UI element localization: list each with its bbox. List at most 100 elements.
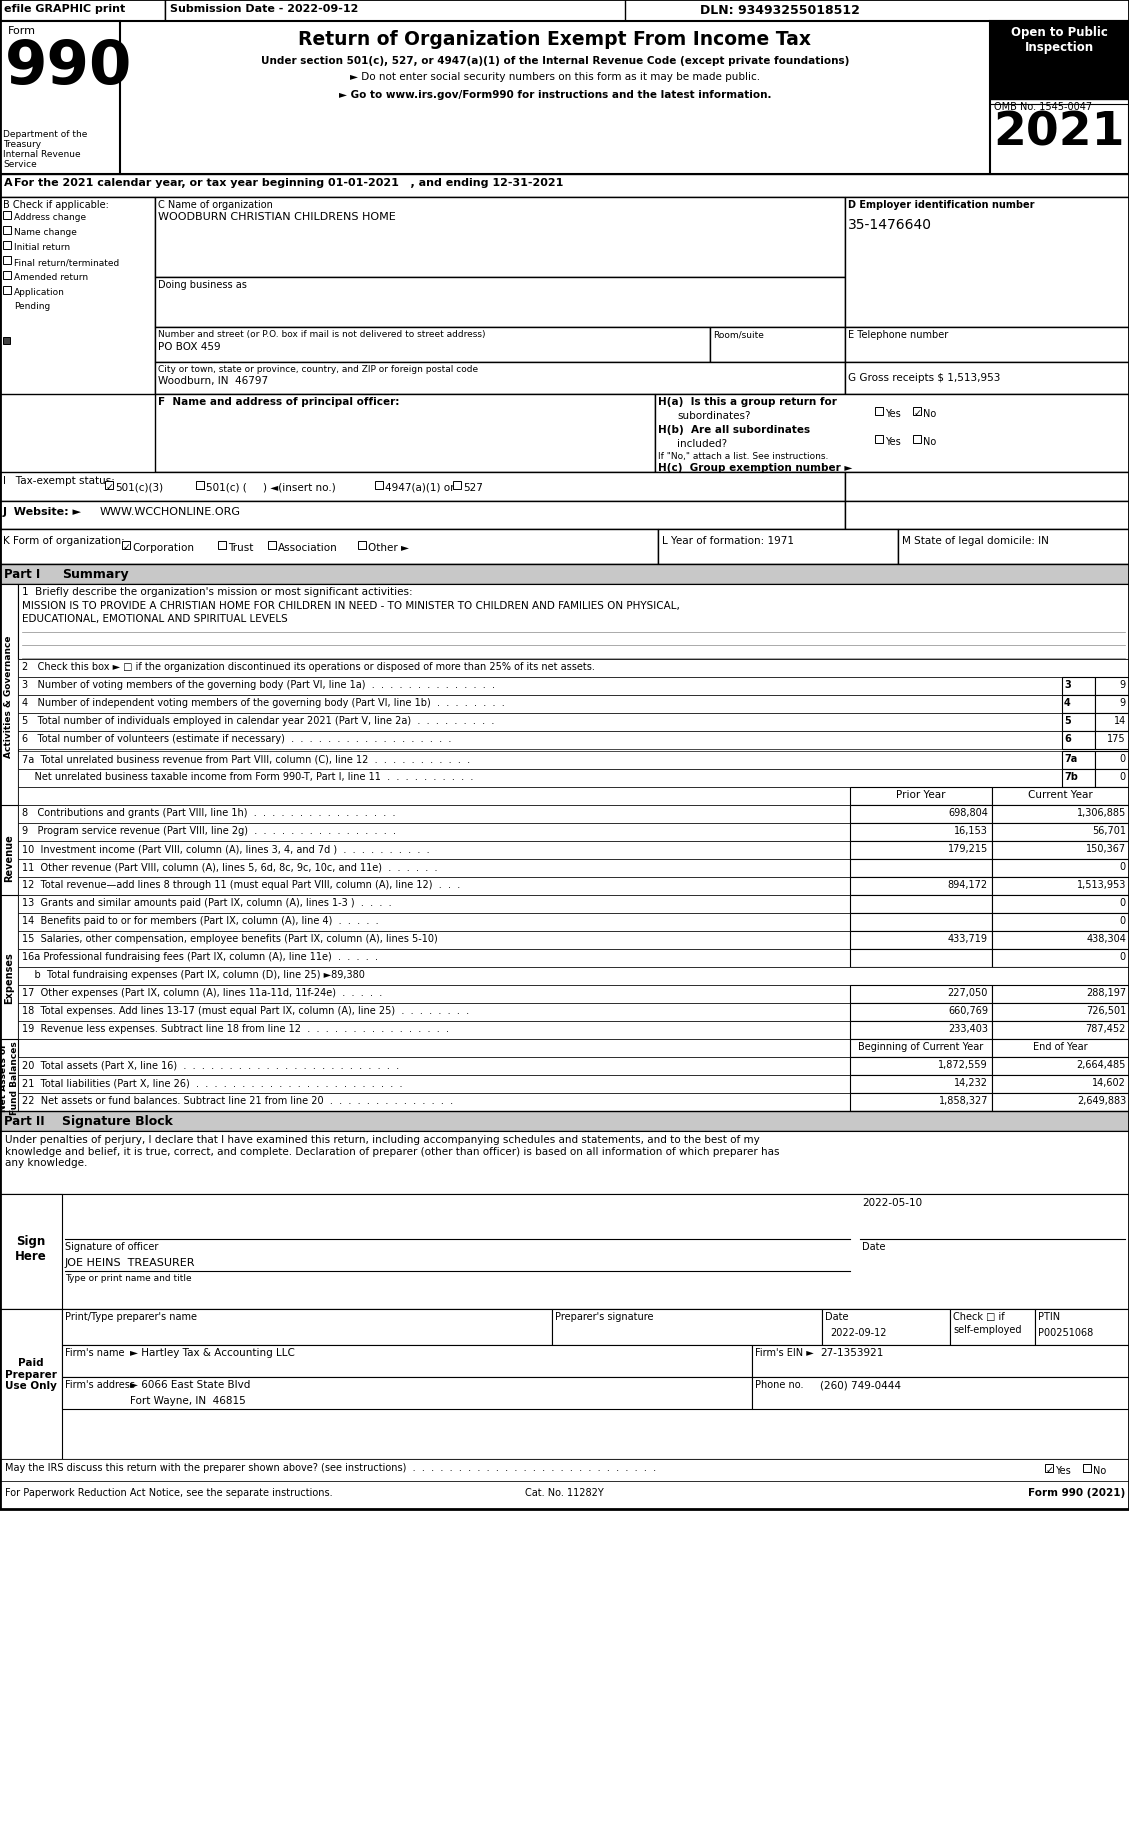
Text: ► Do not enter social security numbers on this form as it may be made public.: ► Do not enter social security numbers o… bbox=[350, 71, 760, 82]
Text: 3   Number of voting members of the governing body (Part VI, line 1a)  .  .  .  : 3 Number of voting members of the govern… bbox=[21, 679, 495, 690]
Bar bbox=[18, 1003, 850, 1021]
Bar bbox=[18, 584, 1129, 659]
Text: 22  Net assets or fund balances. Subtract line 21 from line 20  .  .  .  .  .  .: 22 Net assets or fund balances. Subtract… bbox=[21, 1096, 453, 1105]
Text: Check □ if: Check □ if bbox=[953, 1312, 1005, 1321]
Text: No: No bbox=[924, 437, 936, 447]
Bar bbox=[552, 1308, 822, 1345]
Text: ✓: ✓ bbox=[1045, 1466, 1053, 1473]
Text: 2,649,883: 2,649,883 bbox=[1077, 1096, 1126, 1105]
Text: Preparer's signature: Preparer's signature bbox=[555, 1312, 654, 1321]
Bar bbox=[990, 22, 1129, 101]
Text: 894,172: 894,172 bbox=[948, 880, 988, 889]
Bar bbox=[1095, 770, 1129, 787]
Bar bbox=[844, 472, 1129, 501]
Bar bbox=[18, 1076, 850, 1093]
Bar bbox=[1062, 695, 1095, 714]
Text: 2022-05-10: 2022-05-10 bbox=[863, 1197, 922, 1208]
Bar bbox=[992, 860, 1129, 878]
Bar bbox=[992, 950, 1129, 968]
Text: 9: 9 bbox=[1120, 679, 1126, 690]
Bar bbox=[18, 913, 850, 931]
Bar bbox=[0, 0, 1129, 22]
Bar bbox=[0, 584, 18, 809]
Text: Firm's name: Firm's name bbox=[65, 1347, 124, 1358]
Text: C Name of organization: C Name of organization bbox=[158, 199, 273, 210]
Text: Phone no.: Phone no. bbox=[755, 1380, 804, 1389]
Bar bbox=[0, 1459, 1129, 1480]
Bar bbox=[3, 339, 10, 344]
Bar bbox=[0, 501, 844, 529]
Text: WWW.WCCHONLINE.ORG: WWW.WCCHONLINE.ORG bbox=[100, 507, 240, 516]
Bar bbox=[875, 436, 883, 443]
Bar bbox=[375, 481, 383, 490]
Text: Pending: Pending bbox=[14, 302, 51, 311]
Bar bbox=[268, 542, 275, 549]
Text: MISSION IS TO PROVIDE A CHRISTIAN HOME FOR CHILDREN IN NEED - TO MINISTER TO CHI: MISSION IS TO PROVIDE A CHRISTIAN HOME F… bbox=[21, 600, 680, 611]
Text: 19  Revenue less expenses. Subtract line 18 from line 12  .  .  .  .  .  .  .  .: 19 Revenue less expenses. Subtract line … bbox=[21, 1023, 449, 1034]
Text: 438,304: 438,304 bbox=[1086, 933, 1126, 944]
Bar bbox=[992, 1058, 1129, 1076]
Bar bbox=[850, 1039, 992, 1058]
Bar bbox=[1095, 714, 1129, 732]
Text: 20  Total assets (Part X, line 16)  .  .  .  .  .  .  .  .  .  .  .  .  .  .  . : 20 Total assets (Part X, line 16) . . . … bbox=[21, 1060, 400, 1069]
Text: 698,804: 698,804 bbox=[948, 807, 988, 818]
Text: 990: 990 bbox=[5, 38, 132, 97]
Text: 13  Grants and similar amounts paid (Part IX, column (A), lines 1-3 )  .  .  .  : 13 Grants and similar amounts paid (Part… bbox=[21, 897, 392, 908]
Text: Service: Service bbox=[3, 159, 37, 168]
Text: Print/Type preparer's name: Print/Type preparer's name bbox=[65, 1312, 196, 1321]
Bar bbox=[18, 695, 1129, 714]
Text: For Paperwork Reduction Act Notice, see the separate instructions.: For Paperwork Reduction Act Notice, see … bbox=[5, 1488, 333, 1497]
Bar bbox=[0, 895, 18, 1060]
Text: Internal Revenue: Internal Revenue bbox=[3, 150, 80, 159]
Text: Summary: Summary bbox=[62, 567, 129, 580]
Text: 726,501: 726,501 bbox=[1086, 1005, 1126, 1016]
Bar bbox=[992, 1003, 1129, 1021]
Text: 7a: 7a bbox=[1064, 754, 1077, 763]
Bar bbox=[0, 1111, 1129, 1131]
Text: 233,403: 233,403 bbox=[948, 1023, 988, 1034]
Bar bbox=[18, 752, 1129, 770]
Text: 12  Total revenue—add lines 8 through 11 (must equal Part VIII, column (A), line: 12 Total revenue—add lines 8 through 11 … bbox=[21, 880, 461, 889]
Text: Date: Date bbox=[825, 1312, 849, 1321]
Text: F  Name and address of principal officer:: F Name and address of principal officer: bbox=[158, 397, 400, 406]
Bar bbox=[850, 842, 992, 860]
Text: Treasury: Treasury bbox=[3, 139, 41, 148]
Bar bbox=[0, 198, 155, 395]
Text: 288,197: 288,197 bbox=[1086, 988, 1126, 997]
Bar bbox=[0, 22, 120, 176]
Text: PTIN: PTIN bbox=[1038, 1312, 1060, 1321]
Bar bbox=[913, 408, 921, 415]
Text: 660,769: 660,769 bbox=[948, 1005, 988, 1016]
Bar bbox=[62, 1308, 552, 1345]
Bar bbox=[0, 176, 1129, 198]
Text: 14,602: 14,602 bbox=[1092, 1078, 1126, 1087]
Text: 27-1353921: 27-1353921 bbox=[820, 1347, 883, 1358]
Text: Woodburn, IN  46797: Woodburn, IN 46797 bbox=[158, 375, 268, 386]
Text: 227,050: 227,050 bbox=[947, 988, 988, 997]
Bar bbox=[18, 878, 850, 895]
Text: 16,153: 16,153 bbox=[954, 825, 988, 836]
Text: efile GRAPHIC print: efile GRAPHIC print bbox=[5, 4, 125, 15]
Bar bbox=[850, 824, 992, 842]
Text: L Year of formation: 1971: L Year of formation: 1971 bbox=[662, 536, 794, 545]
Bar bbox=[18, 787, 850, 805]
Bar bbox=[18, 986, 850, 1003]
Bar bbox=[3, 227, 11, 234]
Text: Final return/terminated: Final return/terminated bbox=[14, 258, 120, 267]
Bar bbox=[0, 1039, 18, 1116]
Text: 0: 0 bbox=[1120, 754, 1126, 763]
Text: 527: 527 bbox=[463, 483, 483, 492]
Bar bbox=[752, 1345, 1129, 1378]
Bar bbox=[658, 529, 898, 565]
Bar bbox=[155, 395, 655, 472]
Bar bbox=[122, 542, 130, 549]
Bar bbox=[913, 436, 921, 443]
Text: EDUCATIONAL, EMOTIONAL AND SPIRITUAL LEVELS: EDUCATIONAL, EMOTIONAL AND SPIRITUAL LEV… bbox=[21, 613, 288, 624]
Text: 1,306,885: 1,306,885 bbox=[1077, 807, 1126, 818]
Bar bbox=[1045, 1464, 1053, 1471]
Bar bbox=[850, 913, 992, 931]
Bar bbox=[18, 714, 1129, 732]
Bar bbox=[992, 931, 1129, 950]
Bar bbox=[62, 1378, 752, 1409]
Text: Under penalties of perjury, I declare that I have examined this return, includin: Under penalties of perjury, I declare th… bbox=[5, 1135, 779, 1168]
